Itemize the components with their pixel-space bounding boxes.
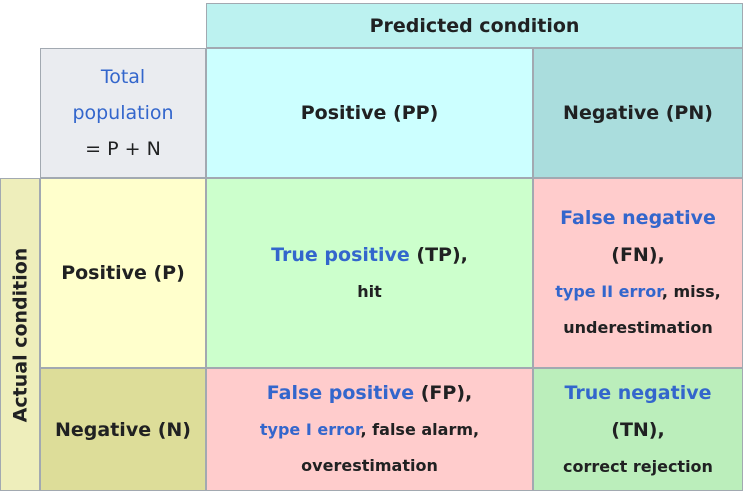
true-negative-cell: True negative (TN), correct rejection — [533, 368, 743, 491]
false-negative-cell: False negative (FN), type II error, miss… — [533, 178, 743, 368]
true-negative-link[interactable]: True negative — [564, 381, 712, 404]
total-population-formula: = P + N — [85, 138, 161, 160]
total-population-link-line2[interactable]: population — [72, 102, 174, 124]
true-positive-link[interactable]: True positive — [271, 243, 410, 266]
predicted-condition-header: Predicted condition — [206, 3, 743, 48]
actual-negative-header: Negative (N) — [40, 368, 206, 491]
true-positive-abbr: (TP), — [409, 243, 468, 266]
true-positive-desc: hit — [357, 281, 382, 301]
total-population-link-line1[interactable]: Total — [100, 66, 146, 88]
actual-condition-header: Actual condition — [0, 178, 40, 491]
false-negative-link[interactable]: False negative — [560, 207, 716, 229]
true-negative-abbr: (TN), — [611, 418, 665, 441]
type-i-error-link[interactable]: type I error — [259, 420, 361, 439]
true-positive-cell: True positive (TP), hit — [206, 178, 533, 368]
actual-positive-header: Positive (P) — [40, 178, 206, 368]
predicted-positive-header: Positive (PP) — [206, 48, 533, 178]
false-negative-alt-rest: , miss, — [661, 282, 721, 301]
false-positive-alt-rest: , false alarm, — [360, 420, 480, 439]
false-positive-desc: overestimation — [301, 456, 438, 475]
false-positive-link[interactable]: False positive — [266, 382, 415, 404]
total-population-cell: Total population = P + N — [40, 48, 206, 178]
type-ii-error-link[interactable]: type II error — [555, 282, 662, 301]
false-negative-abbr: (FN), — [611, 244, 665, 266]
true-negative-desc: correct rejection — [563, 456, 713, 476]
predicted-negative-header: Negative (PN) — [533, 48, 743, 178]
false-positive-cell: False positive (FP), type I error, false… — [206, 368, 533, 491]
false-negative-desc: underestimation — [563, 318, 713, 337]
false-positive-abbr: (FP), — [414, 382, 473, 404]
